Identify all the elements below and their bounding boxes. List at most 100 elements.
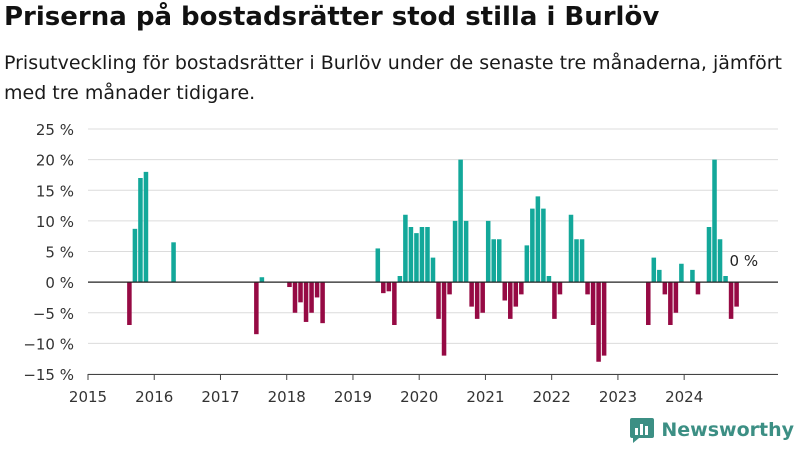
bar	[392, 282, 397, 325]
bar	[662, 282, 668, 295]
x-tick-label: 2016	[135, 388, 173, 406]
bar	[425, 227, 430, 283]
x-tick-label: 2023	[599, 388, 637, 406]
bar	[552, 282, 557, 319]
bar	[419, 227, 425, 283]
bar	[292, 282, 298, 313]
bar	[690, 269, 695, 283]
bars	[127, 159, 739, 362]
bar	[508, 282, 513, 319]
bar	[171, 242, 176, 283]
x-tick-label: 2024	[665, 388, 703, 406]
bar	[303, 282, 309, 322]
bar	[574, 239, 579, 283]
bar	[320, 282, 325, 324]
brand-name: Newsworthy	[661, 419, 794, 441]
brand-logo: Newsworthy	[629, 416, 794, 444]
bar	[590, 282, 596, 325]
x-tick-label: 2018	[268, 388, 306, 406]
bar	[485, 220, 491, 283]
bar	[524, 245, 530, 283]
bar	[408, 227, 414, 283]
bar	[143, 171, 149, 283]
bar	[717, 239, 723, 283]
bar	[447, 282, 452, 295]
bar	[441, 282, 447, 356]
bar	[375, 248, 381, 283]
x-tick-label: 2017	[201, 388, 239, 406]
bar	[706, 227, 712, 283]
bar	[728, 282, 734, 319]
x-tick-label: 2021	[466, 388, 504, 406]
y-tick-label: −5 %	[33, 305, 74, 323]
bar	[397, 276, 403, 283]
bar	[496, 239, 502, 283]
chart-subtitle: Prisutveckling för bostadsrätter i Burlö…	[4, 52, 783, 104]
bar	[436, 282, 441, 319]
x-tick-label: 2020	[400, 388, 438, 406]
bar	[546, 276, 552, 283]
bar	[646, 282, 651, 325]
y-tick-label: 0 %	[45, 274, 74, 292]
bar	[480, 282, 485, 313]
annotation-label: 0 %	[730, 252, 759, 270]
x-tick-label: 2019	[334, 388, 372, 406]
bar	[585, 282, 590, 295]
bar	[601, 282, 607, 356]
bar	[712, 159, 717, 283]
bar	[557, 282, 563, 295]
bar	[430, 257, 436, 283]
y-tick-label: −15 %	[23, 366, 74, 384]
page-title: Priserna på bostadsrätter stod stilla i …	[4, 2, 660, 32]
bar	[298, 282, 303, 303]
bar	[596, 282, 601, 362]
grid-lines	[88, 128, 778, 375]
bar	[127, 282, 132, 325]
bar	[579, 239, 585, 283]
bar	[314, 282, 320, 298]
bar	[513, 282, 519, 307]
bar	[530, 208, 535, 283]
x-tick-label: 2022	[533, 388, 571, 406]
bar	[403, 214, 408, 283]
bar	[491, 239, 496, 283]
bar	[414, 233, 419, 283]
bar	[502, 282, 508, 301]
bar	[386, 282, 392, 292]
bar	[259, 277, 265, 283]
bar	[469, 282, 474, 307]
bar	[535, 196, 541, 283]
y-tick-label: 15 %	[36, 182, 74, 200]
x-axis-ticks: 2015 2016 2017 2018 2019 2020 2021 2022 2023 2024	[69, 374, 703, 406]
x-tick-label: 2015	[69, 388, 107, 406]
bar	[695, 282, 701, 295]
bar	[519, 282, 524, 295]
bar	[381, 282, 386, 294]
bar	[668, 282, 673, 325]
bar	[673, 282, 679, 313]
bar	[474, 282, 480, 319]
bar	[541, 208, 546, 283]
bar	[309, 282, 314, 313]
bar	[254, 282, 259, 335]
y-tick-label: −10 %	[23, 335, 74, 353]
y-tick-label: 10 %	[36, 213, 74, 231]
bar	[287, 282, 292, 288]
bar	[568, 214, 574, 283]
bar	[138, 178, 143, 283]
bar	[734, 282, 739, 307]
y-tick-label: 25 %	[36, 121, 74, 139]
bar	[657, 269, 662, 283]
bar	[463, 220, 469, 283]
bar	[651, 257, 657, 283]
bar	[723, 276, 728, 283]
y-axis-labels: −15 % −10 % −5 % 0 % 5 % 10 % 15 % 20 % 25 %	[23, 121, 74, 384]
bar	[679, 263, 684, 283]
y-tick-label: 5 %	[45, 244, 74, 262]
bar	[458, 159, 463, 283]
bar	[132, 228, 138, 283]
y-tick-label: 20 %	[36, 152, 74, 170]
bar	[452, 220, 458, 283]
newsworthy-logo-icon	[630, 418, 655, 443]
